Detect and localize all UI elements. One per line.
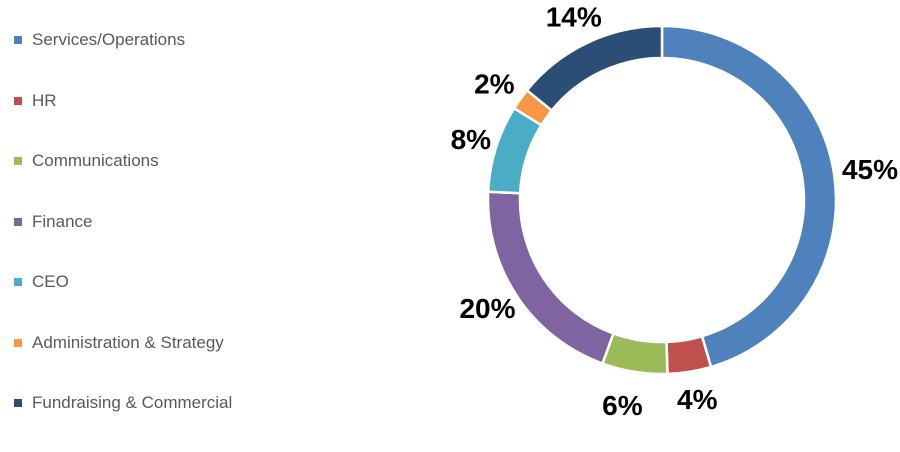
slice-percent-label: 14%: [546, 1, 602, 32]
legend-item: Communications: [14, 149, 314, 173]
slice-percent-label: 6%: [602, 390, 643, 417]
legend-label: Communications: [32, 151, 159, 170]
slice-percent-label: 20%: [459, 293, 515, 324]
legend-item: Fundraising & Commercial: [14, 391, 314, 415]
legend-swatch: [14, 217, 22, 226]
legend-swatch: [14, 36, 22, 44]
legend-label: Finance: [32, 211, 93, 231]
doughnut-slice: [665, 334, 713, 376]
legend-label: HR: [32, 90, 57, 110]
legend-label: Services/Operations: [32, 30, 186, 49]
legend-label: CEO: [32, 272, 69, 291]
legend-item: Administration & Strategy: [14, 331, 314, 355]
legend-swatch: [14, 96, 22, 105]
legend-label: Administration & Strategy: [32, 332, 224, 352]
legend-item: Finance: [14, 210, 314, 234]
doughnut-chart: 45% 4% 6% 20% 8% 2% 14%: [451, 1, 898, 417]
legend-item: CEO: [14, 270, 314, 294]
legend-swatch: [14, 278, 22, 286]
slice-percent-label: 2%: [474, 69, 515, 100]
legend-item: Services/Operations: [14, 28, 314, 52]
legend-item: HR: [14, 89, 314, 113]
doughnut-slice: [525, 24, 664, 113]
legend-swatch: [14, 157, 22, 165]
chart-legend: Services/Operations HR Communications Finan…: [14, 28, 314, 452]
slice-percent-label: 45%: [842, 154, 898, 185]
doughnut-slice: [486, 190, 616, 366]
slice-percent-label: 4%: [677, 384, 718, 415]
legend-swatch: [14, 399, 22, 407]
slice-percent-label: 8%: [451, 124, 492, 155]
legend-label: Fundraising & Commercial: [32, 393, 233, 412]
doughnut-slice: [660, 24, 838, 369]
legend-swatch: [14, 338, 22, 347]
